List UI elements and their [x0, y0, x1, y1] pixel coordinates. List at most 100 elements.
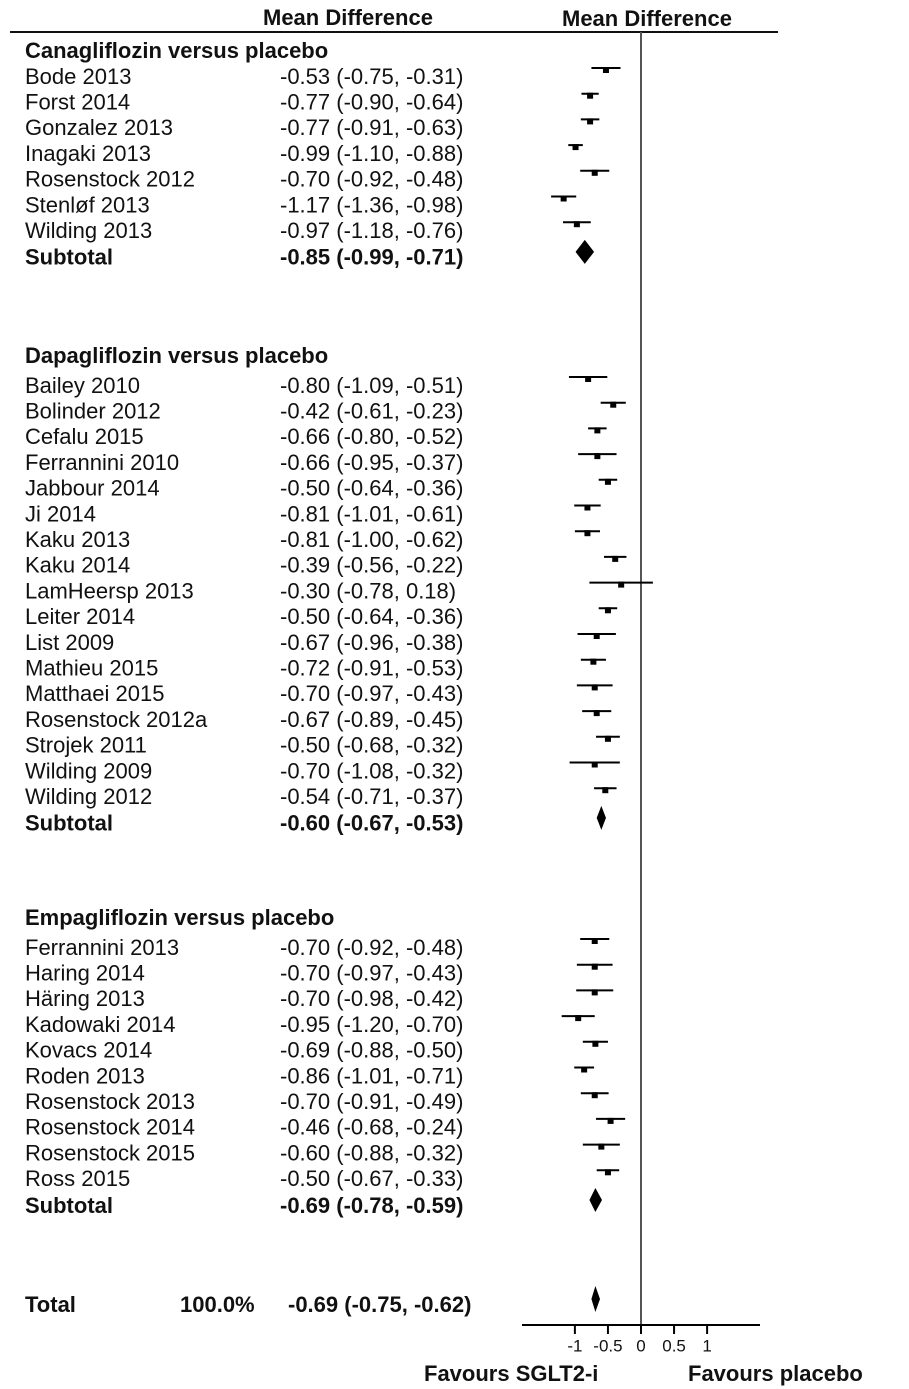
ci-label: -0.77 (-0.91, -0.63) — [280, 115, 463, 140]
study-name: LamHeersp 2013 — [25, 578, 194, 603]
study-name: Leiter 2014 — [25, 604, 135, 629]
diamond — [591, 1286, 601, 1312]
ci-label: -0.50 (-0.64, -0.36) — [280, 476, 463, 501]
study-name: Mathieu 2015 — [25, 656, 158, 681]
ci-label: -0.67 (-0.96, -0.38) — [280, 630, 463, 655]
study-name: Jabbour 2014 — [25, 476, 160, 501]
point-estimate — [591, 684, 598, 691]
study-name: Wilding 2012 — [25, 784, 152, 809]
ci-label: -0.77 (-0.90, -0.64) — [280, 90, 463, 115]
study-name: Bode 2013 — [25, 64, 131, 89]
study-name: Ferrannini 2010 — [25, 450, 179, 475]
x-tick-label: -0.5 — [593, 1336, 622, 1355]
ci-label: -0.67 (-0.89, -0.45) — [280, 707, 463, 732]
study-name: Inagaki 2013 — [25, 141, 151, 166]
point-estimate — [585, 376, 592, 382]
ci-label: -0.69 (-0.75, -0.62) — [288, 1292, 471, 1317]
ci-label: -0.42 (-0.61, -0.23) — [280, 399, 463, 424]
ci-label: -0.86 (-1.01, -0.71) — [280, 1063, 463, 1088]
ci-label: -0.30 (-0.78, 0.18) — [280, 578, 456, 603]
study-name: Cefalu 2015 — [25, 424, 144, 449]
diamond — [589, 1188, 602, 1212]
point-estimate — [604, 735, 611, 742]
study-name: Roden 2013 — [25, 1063, 145, 1088]
study-name: Haring 2014 — [25, 961, 145, 986]
point-estimate — [610, 401, 617, 408]
study-name: Ross 2015 — [25, 1166, 130, 1191]
ci-label: -0.60 (-0.88, -0.32) — [280, 1140, 463, 1165]
point-estimate — [572, 144, 579, 151]
point-estimate — [591, 761, 598, 768]
column-header: Mean Difference — [263, 5, 433, 30]
point-estimate — [591, 989, 598, 996]
x-tick-label: -1 — [567, 1336, 582, 1355]
study-name: Kovacs 2014 — [25, 1038, 152, 1063]
point-estimate — [591, 169, 598, 176]
total-weight: 100.0% — [180, 1292, 255, 1317]
study-name: Rosenstock 2014 — [25, 1115, 195, 1140]
ci-label: -0.53 (-0.75, -0.31) — [280, 64, 463, 89]
column-header: Mean Difference — [562, 6, 732, 31]
study-name: Strojek 2011 — [25, 733, 147, 758]
point-estimate — [575, 1015, 582, 1022]
ci-label: -0.70 (-0.91, -0.49) — [280, 1089, 463, 1114]
group-title: Empagliflozin versus placebo — [25, 905, 334, 930]
x-tick-label: 0.5 — [662, 1336, 686, 1355]
study-name: Forst 2014 — [25, 90, 130, 115]
subtotal-label: Subtotal — [25, 245, 113, 270]
point-estimate — [604, 1169, 611, 1176]
ci-label: -0.72 (-0.91, -0.53) — [280, 656, 463, 681]
point-estimate — [593, 710, 600, 717]
point-estimate — [612, 555, 619, 562]
point-estimate — [594, 453, 601, 460]
diamond — [575, 239, 595, 264]
ci-label: -0.99 (-1.10, -0.88) — [280, 141, 463, 166]
study-name: Häring 2013 — [25, 986, 145, 1011]
ci-label: -0.50 (-0.64, -0.36) — [280, 604, 463, 629]
point-estimate — [598, 1143, 605, 1150]
study-name: Bolinder 2012 — [25, 399, 161, 424]
point-estimate — [573, 221, 580, 228]
group-title: Dapagliflozin versus placebo — [25, 343, 328, 368]
study-name: Bailey 2010 — [25, 373, 140, 398]
point-estimate — [584, 530, 591, 537]
ci-label: -0.70 (-0.97, -0.43) — [280, 961, 463, 986]
study-name: Gonzalez 2013 — [25, 115, 173, 140]
point-estimate — [591, 963, 598, 970]
point-estimate — [560, 195, 567, 202]
point-estimate — [587, 118, 594, 125]
subtotal-label: Subtotal — [25, 1193, 113, 1218]
ci-label: -0.66 (-0.80, -0.52) — [280, 424, 463, 449]
x-tick-label: 1 — [702, 1336, 711, 1355]
total-label: Total — [25, 1292, 76, 1317]
point-estimate — [587, 92, 594, 99]
diamond — [596, 805, 606, 830]
ci-label: -0.39 (-0.56, -0.22) — [280, 553, 463, 578]
point-estimate — [592, 1040, 599, 1047]
ci-label: -0.81 (-1.00, -0.62) — [280, 527, 463, 552]
ci-label: -0.50 (-0.68, -0.32) — [280, 733, 463, 758]
point-estimate — [590, 658, 597, 665]
study-name: Rosenstock 2015 — [25, 1140, 195, 1165]
ci-label: -0.70 (-1.08, -0.32) — [280, 758, 463, 783]
point-estimate — [594, 427, 601, 434]
point-estimate — [602, 67, 609, 73]
point-estimate — [593, 633, 600, 639]
group-title: Canagliflozin versus placebo — [25, 38, 328, 63]
axis-note: Favours placebo — [688, 1361, 863, 1386]
study-name: List 2009 — [25, 630, 114, 655]
ci-label: -0.69 (-0.88, -0.50) — [280, 1038, 463, 1063]
x-tick-label: 0 — [636, 1336, 645, 1355]
point-estimate — [584, 504, 591, 511]
study-name: Ji 2014 — [25, 501, 96, 526]
ci-label: -0.46 (-0.68, -0.24) — [280, 1115, 463, 1140]
study-name: Wilding 2013 — [25, 218, 152, 243]
study-name: Rosenstock 2013 — [25, 1089, 195, 1114]
ci-label: -0.50 (-0.67, -0.33) — [280, 1166, 463, 1191]
axis-note: Favours SGLT2-i — [424, 1361, 598, 1386]
ci-label: -0.70 (-0.98, -0.42) — [280, 986, 463, 1011]
ci-label: -0.85 (-0.99, -0.71) — [280, 245, 463, 270]
point-estimate — [591, 1092, 598, 1099]
ci-label: -0.60 (-0.67, -0.53) — [280, 811, 463, 836]
ci-label: -0.81 (-1.01, -0.61) — [280, 501, 463, 526]
